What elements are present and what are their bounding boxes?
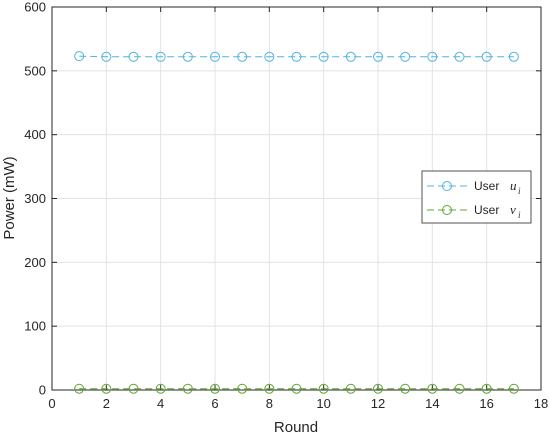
data-point-v (481, 383, 492, 394)
legend-subscript-v: i (518, 210, 521, 220)
x-axis: 0 2 4 6 8 10 12 14 16 18 (48, 7, 548, 411)
legend-symbol-v: v (510, 202, 516, 217)
x-tick-label: 16 (479, 396, 493, 411)
legend-subscript-u: i (518, 186, 521, 196)
data-point-v (264, 383, 275, 394)
data-point-u (291, 51, 302, 62)
x-tick-label: 2 (103, 396, 110, 411)
data-point-u (155, 51, 166, 62)
x-tick-label: 8 (266, 396, 273, 411)
data-point-v (128, 383, 139, 394)
y-axis-label: Power (mW) (1, 156, 18, 239)
legend-label-u: User (474, 179, 499, 193)
legend-entry-v: User v i (427, 202, 521, 220)
data-point-u (128, 51, 139, 62)
legend-marker-v (442, 205, 452, 215)
y-axis: 0 100 200 300 400 500 600 (24, 0, 541, 398)
series-layer (74, 51, 519, 394)
data-point-u (210, 51, 220, 62)
data-point-v (155, 383, 166, 394)
data-point-v (74, 383, 85, 394)
data-point-v (427, 383, 438, 394)
y-tick-label: 300 (24, 191, 46, 206)
series-line-u (79, 55, 514, 58)
y-tick-label: 400 (24, 127, 46, 142)
x-tick-label: 10 (316, 396, 330, 411)
data-point-u (264, 51, 275, 62)
data-point-u (373, 51, 383, 62)
data-point-u (454, 51, 465, 62)
x-axis-label: Round (274, 419, 318, 436)
legend-entry-u: User u i (427, 178, 521, 196)
data-point-u (400, 51, 411, 62)
y-tick-label: 0 (39, 383, 46, 398)
data-point-u (508, 51, 519, 62)
data-point-u (481, 51, 492, 62)
x-tick-label: 4 (157, 396, 164, 411)
data-point-v (291, 383, 302, 394)
series-u (74, 51, 519, 62)
x-tick-label: 14 (425, 396, 439, 411)
y-tick-label: 600 (24, 0, 46, 15)
legend-label-v: User (474, 203, 499, 217)
y-tick-label: 200 (24, 255, 46, 270)
legend: User u i User v i (421, 170, 532, 224)
x-tick-label: 0 (48, 396, 55, 411)
data-point-v (508, 383, 519, 394)
data-point-v (210, 383, 220, 394)
data-point-v (101, 383, 112, 394)
data-point-v (345, 383, 356, 394)
data-point-u (74, 51, 85, 62)
data-point-u (182, 51, 193, 62)
data-point-u (318, 51, 329, 62)
legend-symbol-u: u (510, 178, 517, 193)
data-point-u (345, 51, 356, 62)
x-tick-label: 18 (534, 396, 548, 411)
data-point-u (101, 51, 112, 62)
data-point-v (182, 383, 193, 394)
legend-box (421, 170, 532, 224)
data-point-v (454, 383, 465, 394)
x-tick-label: 6 (211, 396, 218, 411)
data-point-v (400, 383, 411, 394)
data-point-u (237, 51, 248, 62)
y-tick-label: 500 (24, 63, 46, 78)
series-v (74, 383, 519, 394)
data-point-v (318, 383, 329, 394)
legend-marker-u (442, 181, 452, 191)
x-tick-label: 12 (371, 396, 385, 411)
data-point-v (373, 383, 383, 394)
data-point-v (237, 383, 248, 394)
y-tick-label: 100 (24, 319, 46, 334)
data-point-u (427, 51, 438, 62)
